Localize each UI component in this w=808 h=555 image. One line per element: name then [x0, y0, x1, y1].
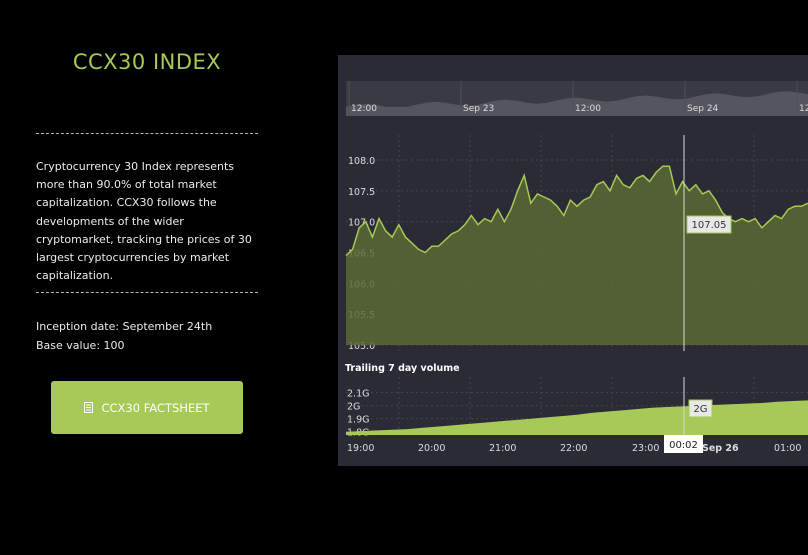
- volume-tooltip-value: 2G: [693, 404, 707, 415]
- divider-top: [36, 133, 258, 134]
- x-tick-label: 01:00: [774, 443, 801, 454]
- index-chart[interactable]: 12:00 Sep 23 12:00 Sep 24 12 108.0 107.5 107.0…: [338, 55, 808, 466]
- crosshair-label: 00:02: [664, 435, 703, 453]
- navigator-tick-label: 12:00: [351, 104, 377, 114]
- index-description: Cryptocurrency 30 Index represents more …: [36, 160, 252, 283]
- volume-tooltip: 2G: [688, 399, 713, 418]
- price-tooltip-value: 107.05: [692, 220, 727, 231]
- volume-tick-label: 2G: [347, 402, 360, 413]
- price-tick-label: 107.5: [348, 187, 375, 198]
- document-icon: [84, 402, 94, 413]
- factsheet-button[interactable]: CCX30 FACTSHEET: [51, 381, 243, 434]
- price-tick-label: 105.0: [348, 341, 375, 352]
- divider-bottom: [36, 292, 258, 293]
- volume-title: Trailing 7 day volume: [345, 363, 460, 374]
- x-tick-label: 22:00: [560, 443, 587, 454]
- price-tick-label: 107.0: [348, 218, 375, 229]
- x-tick-label: 19:00: [347, 443, 374, 454]
- price-tick-label: 108.0: [348, 156, 375, 167]
- x-tick-label: 20:00: [418, 443, 445, 454]
- volume-tick-label: 2.1G: [347, 389, 369, 400]
- crosshair-label-text: 00:02: [669, 440, 698, 451]
- price-area: [346, 166, 808, 345]
- chart-svg[interactable]: 12:00 Sep 23 12:00 Sep 24 12 108.0 107.5 107.0…: [338, 55, 808, 466]
- navigator-tick-label: Sep 23: [463, 104, 494, 114]
- index-info-panel: CCX30 INDEX Cryptocurrency 30 Index repr…: [0, 0, 300, 555]
- navigator-tick-label: 12:00: [575, 104, 601, 114]
- factsheet-button-label: CCX30 FACTSHEET: [101, 400, 210, 415]
- x-tick-label: Sep 26: [702, 443, 739, 454]
- navigator-tick-label: Sep 24: [687, 104, 719, 114]
- x-tick-label: 23:00: [632, 443, 659, 454]
- x-tick-label: 21:00: [489, 443, 516, 454]
- index-title: CCX30 INDEX: [72, 50, 222, 74]
- navigator-tick-label: 12: [799, 104, 808, 114]
- price-tooltip: 107.05: [686, 215, 732, 234]
- inception-date: Inception date: September 24th: [36, 320, 213, 333]
- base-value: Base value: 100: [36, 339, 125, 352]
- volume-tick-label: 1.9G: [347, 415, 369, 426]
